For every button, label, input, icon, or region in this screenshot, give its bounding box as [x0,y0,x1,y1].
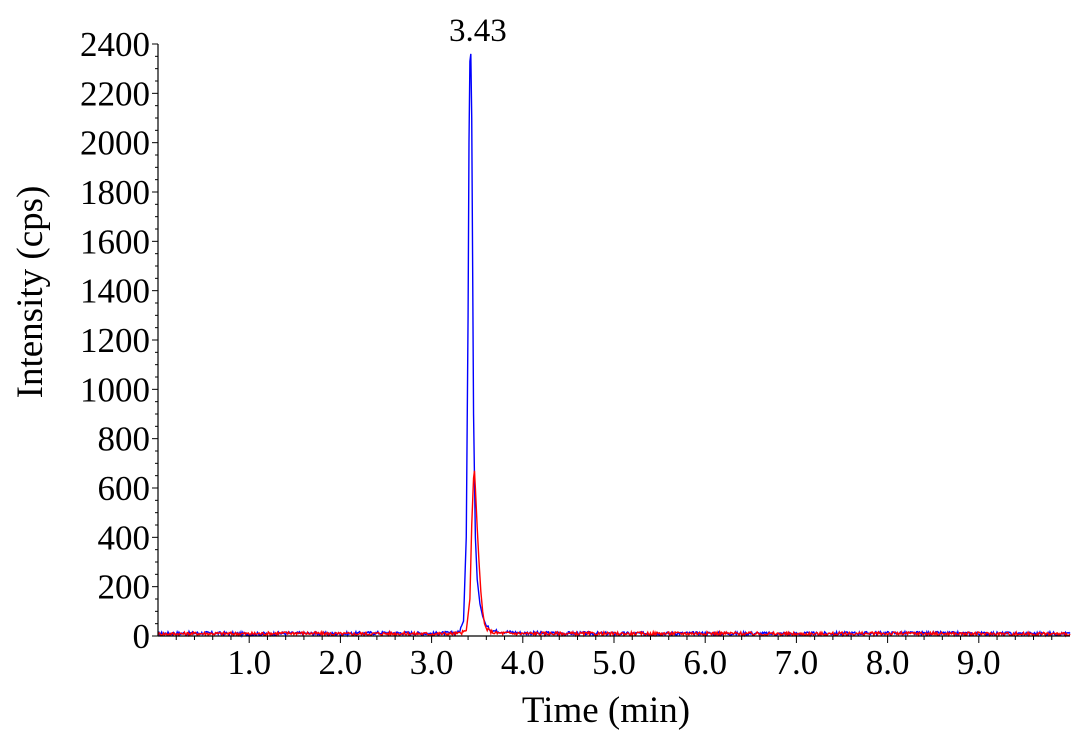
x-tick-label: 2.0 [319,643,363,682]
x-tick-label: 7.0 [775,643,819,682]
y-tick-label: 400 [98,518,151,557]
x-axis-title: Time (min) [522,690,690,731]
y-tick-label: 600 [98,469,151,508]
x-tick-label: 3.0 [410,643,454,682]
x-tick-label: 1.0 [227,643,271,682]
y-tick-label: 2000 [80,124,150,163]
peak-label: 3.43 [449,13,507,49]
series-line [157,470,1071,638]
y-tick-label: 800 [98,420,151,459]
x-tick-label: 5.0 [592,643,636,682]
series-lines [157,53,1071,639]
y-tick-label: 1800 [80,173,150,212]
x-tick-label: 9.0 [957,643,1001,682]
x-axis-ticks: 1.0 2.0 3.0 4.0 5.0 6.0 7.0 8.0 9.0 [175,636,1053,682]
y-tick-label: 2200 [80,74,150,113]
x-tick-label: 4.0 [501,643,545,682]
y-axis-ticks: 0 200 400 600 800 1000 1200 1400 1600 1800 2000 220… [80,25,158,656]
peak-annotations: 3.43 [449,13,507,49]
y-tick-label: 200 [98,568,151,607]
y-tick-label: 2400 [80,25,150,64]
y-axis-title: Intensity (cps) [10,186,51,399]
x-tick-label: 6.0 [683,643,727,682]
y-tick-label: 1400 [80,272,150,311]
y-tick-label: 0 [133,617,151,656]
y-tick-label: 1000 [80,370,150,409]
x-tick-label: 8.0 [866,643,910,682]
series-line [157,53,1071,639]
y-tick-label: 1600 [80,222,150,261]
y-tick-label: 1200 [80,321,150,360]
